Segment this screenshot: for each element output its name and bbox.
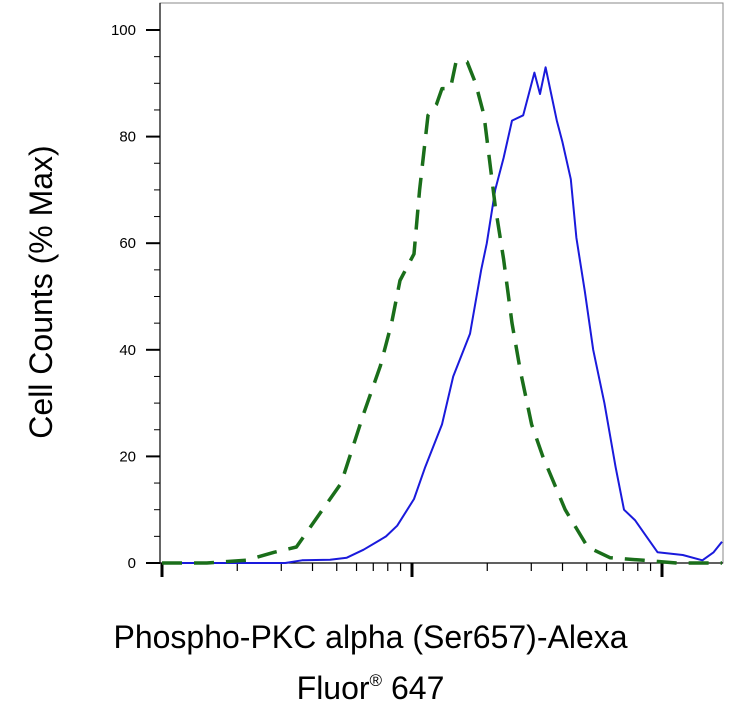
y-tick-label: 40 (119, 342, 136, 359)
x-axis-title-line-1: Phospho-PKC alpha (Ser657)-Alexa (113, 619, 628, 655)
y-axis-title: Cell Counts (% Max) (23, 145, 59, 438)
y-tick-label: 20 (119, 448, 136, 465)
x-axis-title-647: 647 (382, 670, 445, 706)
y-tick-label: 80 (119, 129, 136, 146)
y-tick-label: 0 (128, 555, 136, 572)
x-axis-title-fluor: Fluor (296, 670, 370, 706)
x-axis-title-line-2: Fluor® 647 (0, 661, 741, 708)
series-line-solid (162, 66, 723, 564)
y-tick-label: 100 (111, 22, 136, 39)
x-axis-title: Phospho-PKC alpha (Ser657)-Alexa (0, 617, 741, 657)
series-layer (162, 60, 723, 565)
registered-mark: ® (369, 671, 383, 690)
x-axis (148, 562, 723, 577)
y-axis: 0 20 40 60 80 100 (111, 3, 161, 572)
y-tick-label: 60 (119, 235, 136, 252)
series-line-dashed (162, 60, 722, 565)
